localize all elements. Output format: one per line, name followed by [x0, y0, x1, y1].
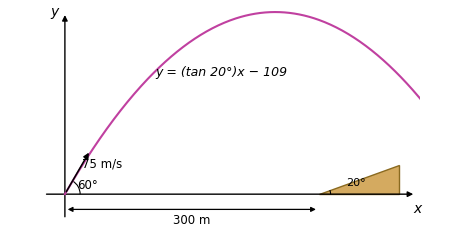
Text: 75 m/s: 75 m/s: [82, 157, 122, 170]
Text: 20°: 20°: [345, 178, 365, 188]
Text: 60°: 60°: [77, 178, 98, 191]
Text: 300 m: 300 m: [173, 213, 210, 226]
Text: y = (tan 20°)x − 109: y = (tan 20°)x − 109: [155, 66, 287, 79]
Polygon shape: [318, 165, 398, 194]
Text: x: x: [413, 201, 421, 215]
Text: y: y: [50, 5, 58, 18]
